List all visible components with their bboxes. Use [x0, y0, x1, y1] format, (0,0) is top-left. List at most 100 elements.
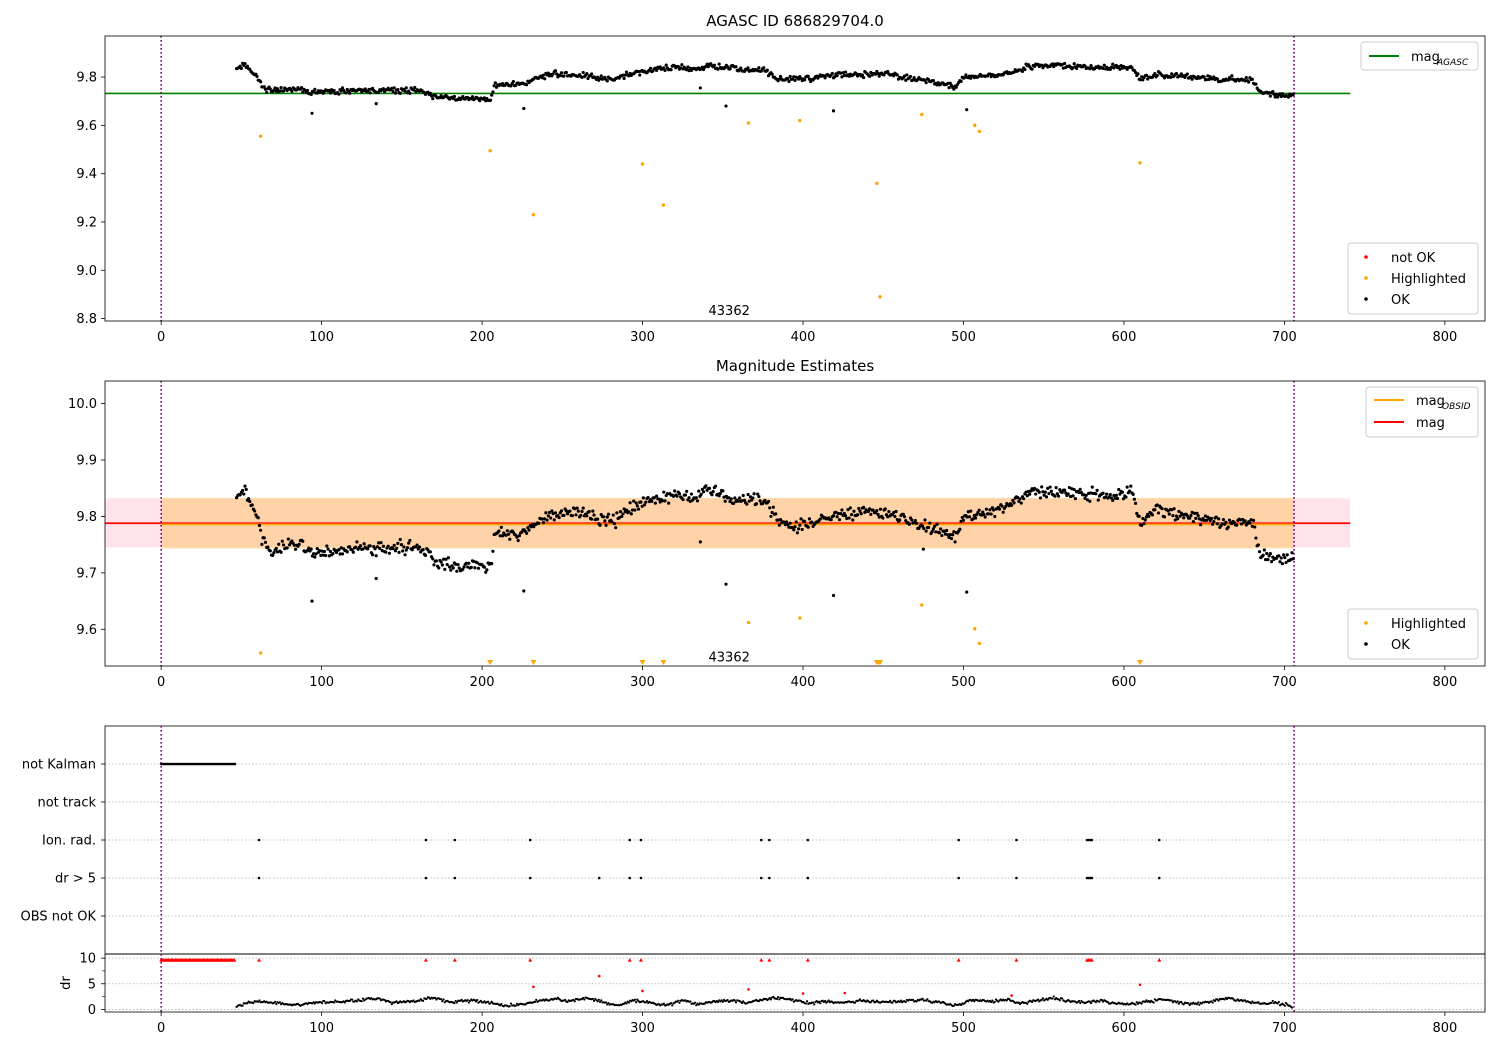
ok-point: [740, 499, 744, 503]
ok-point: [688, 499, 692, 503]
ok-point: [541, 521, 546, 525]
ok-point: [1032, 64, 1037, 69]
ok-point: [638, 73, 642, 77]
flag-row-label: not Kalman: [22, 758, 96, 773]
dr-capped-marker: [759, 958, 764, 962]
ok-point: [712, 63, 716, 67]
legend-label: Highlighted: [1391, 272, 1466, 287]
ok-point: [1265, 551, 1269, 556]
dr-point: [1152, 1001, 1155, 1004]
ok-point: [724, 104, 728, 108]
ok-point: [930, 529, 934, 534]
ok-point: [1256, 543, 1260, 547]
offscale-marker: [530, 660, 537, 665]
ok-point: [1004, 504, 1008, 509]
ok-point: [959, 519, 963, 523]
ok-point: [971, 517, 975, 521]
ok-point: [559, 71, 564, 75]
flag-point: [957, 838, 960, 842]
ok-point: [831, 109, 836, 113]
ok-point: [272, 551, 276, 555]
dr-point: [993, 1000, 996, 1004]
ok-point: [274, 546, 278, 551]
ok-point: [326, 547, 330, 551]
dr-point: [819, 1002, 822, 1005]
ok-point: [1105, 492, 1109, 496]
ok-point: [562, 74, 566, 78]
dr-point: [455, 1001, 458, 1004]
ok-point: [751, 496, 755, 500]
ok-point: [1285, 553, 1289, 557]
dr-point: [742, 1000, 745, 1003]
ok-point: [494, 85, 499, 89]
ok-point: [883, 507, 887, 511]
ok-point: [337, 548, 341, 552]
ok-point: [537, 521, 541, 525]
dr-point: [441, 1000, 444, 1003]
ok-point: [469, 565, 473, 569]
ok-point: [1269, 560, 1274, 564]
ok-point: [797, 527, 801, 531]
x-tick-label: 400: [791, 1021, 816, 1036]
ok-point: [1068, 494, 1073, 499]
ok-point: [522, 589, 526, 593]
highlighted-point: [798, 616, 802, 620]
ok-point: [922, 526, 926, 531]
highlighted-point: [1138, 161, 1142, 165]
ok-point: [324, 553, 328, 558]
ok-point: [1177, 509, 1181, 514]
ok-point: [559, 509, 564, 513]
dr-point: [1170, 999, 1173, 1002]
ok-point: [339, 546, 343, 550]
ok-point: [243, 484, 247, 488]
y-tick-label: 9.9: [76, 454, 97, 469]
ok-point: [993, 514, 997, 519]
ok-point: [1194, 516, 1198, 520]
panel-title: Magnitude Estimates: [716, 357, 874, 375]
ok-point: [847, 516, 851, 520]
ok-point: [788, 521, 792, 525]
ok-point: [297, 542, 301, 547]
ok-point: [265, 90, 269, 95]
ok-point: [700, 65, 704, 69]
ok-point: [790, 77, 795, 81]
ok-point: [1188, 516, 1192, 520]
ok-point: [624, 508, 629, 512]
dr-point: [258, 999, 261, 1002]
ok-point: [1191, 519, 1195, 524]
dr-axis-label: dr: [59, 976, 74, 990]
dr-point: [813, 1003, 816, 1006]
x-tick-label: 300: [630, 675, 655, 690]
ok-point: [443, 567, 447, 571]
ok-point: [858, 509, 862, 513]
ok-point: [621, 512, 625, 516]
ok-point: [393, 91, 398, 95]
ok-point: [1083, 496, 1087, 500]
ok-point: [281, 543, 286, 547]
ok-point: [698, 540, 702, 544]
ok-point: [305, 88, 310, 93]
ok-point: [977, 508, 981, 512]
ok-point: [983, 515, 987, 519]
dr-capped-marker: [257, 958, 262, 962]
dr-point: [1197, 1001, 1200, 1004]
ok-point: [973, 516, 978, 520]
ok-point: [381, 544, 386, 548]
ok-point: [1204, 78, 1209, 82]
dr-point: [323, 1000, 326, 1003]
ok-point: [887, 510, 891, 514]
dr-point: [625, 1002, 628, 1005]
ok-point: [598, 76, 602, 81]
ok-point: [403, 553, 407, 557]
ok-point: [549, 516, 553, 520]
ok-point: [1026, 489, 1031, 493]
ok-point: [1153, 72, 1157, 76]
ok-point: [602, 515, 606, 519]
dr-point: [343, 1001, 346, 1004]
dr-point: [1195, 1003, 1199, 1006]
ok-point: [525, 83, 529, 87]
ok-point: [757, 494, 761, 499]
flag-point: [639, 838, 643, 842]
ok-point: [676, 65, 680, 69]
dr-point: [636, 998, 639, 1001]
